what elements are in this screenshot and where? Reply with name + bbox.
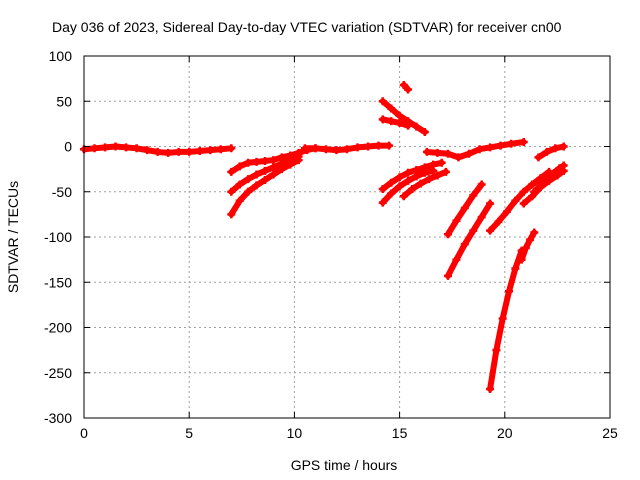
series-track-16 (517, 228, 539, 264)
dense-point-run (470, 181, 485, 199)
series-track-10 (378, 166, 438, 207)
series-track-12 (422, 137, 528, 162)
data-point (429, 166, 438, 175)
series-track-11 (399, 167, 450, 201)
dense-point-run (444, 256, 460, 279)
series-track-20 (534, 142, 568, 162)
dense-point-run (487, 347, 500, 393)
data-point (477, 180, 486, 189)
data-point (404, 85, 413, 94)
x-axis-label: GPS time / hours (291, 457, 398, 473)
data-point (486, 199, 495, 208)
series-track-6 (378, 97, 429, 137)
dense-point-run (478, 200, 494, 221)
y-tick-label: -250 (44, 365, 72, 381)
y-tick-label: -150 (44, 274, 72, 290)
data-point (437, 158, 446, 167)
data-point (559, 142, 568, 151)
data-point (227, 144, 236, 153)
y-tick-label: 0 (64, 139, 72, 155)
y-tick-label: 50 (56, 93, 72, 109)
x-tick-label: 0 (80, 425, 88, 441)
x-tick-label: 20 (497, 425, 513, 441)
y-tick-label: -100 (44, 229, 72, 245)
y-axis-label: SDTVAR / TECUs (5, 181, 21, 293)
x-tick-label: 5 (185, 425, 193, 441)
series-track-15 (486, 246, 526, 394)
x-tick-label: 25 (602, 425, 618, 441)
x-tick-label: 15 (392, 425, 408, 441)
data-point (294, 156, 303, 165)
data-point (420, 128, 429, 137)
y-tick-label: -300 (44, 410, 72, 426)
series-track-17 (486, 167, 553, 235)
data-point (404, 121, 413, 130)
series-track-4 (227, 156, 303, 219)
series-track-3 (227, 152, 303, 196)
series-track-19 (530, 161, 568, 196)
series-track-8 (399, 80, 413, 94)
series-track-7 (378, 115, 413, 130)
dense-point-run (499, 288, 513, 322)
y-tick-label: -50 (52, 184, 72, 200)
series-track-5 (300, 141, 394, 155)
series-track-14 (443, 199, 495, 280)
x-tick-label: 10 (287, 425, 303, 441)
y-tick-label: -200 (44, 320, 72, 336)
axis-ticks: 0 5 10 15 20 25 100 50 0 -50 -100 -150 -200 -250 -300 (44, 48, 618, 441)
series-track-13 (443, 180, 486, 239)
y-tick-label: 100 (49, 48, 73, 64)
data-point (559, 161, 568, 170)
data-point (441, 167, 450, 176)
dense-point-run (493, 315, 506, 354)
data-point (385, 141, 394, 150)
chart-title: Day 036 of 2023, Sidereal Day-to-day VTE… (52, 19, 562, 35)
data-point (519, 137, 528, 146)
series-track-1 (80, 142, 236, 157)
data-point (530, 228, 539, 237)
data-points (80, 80, 568, 394)
